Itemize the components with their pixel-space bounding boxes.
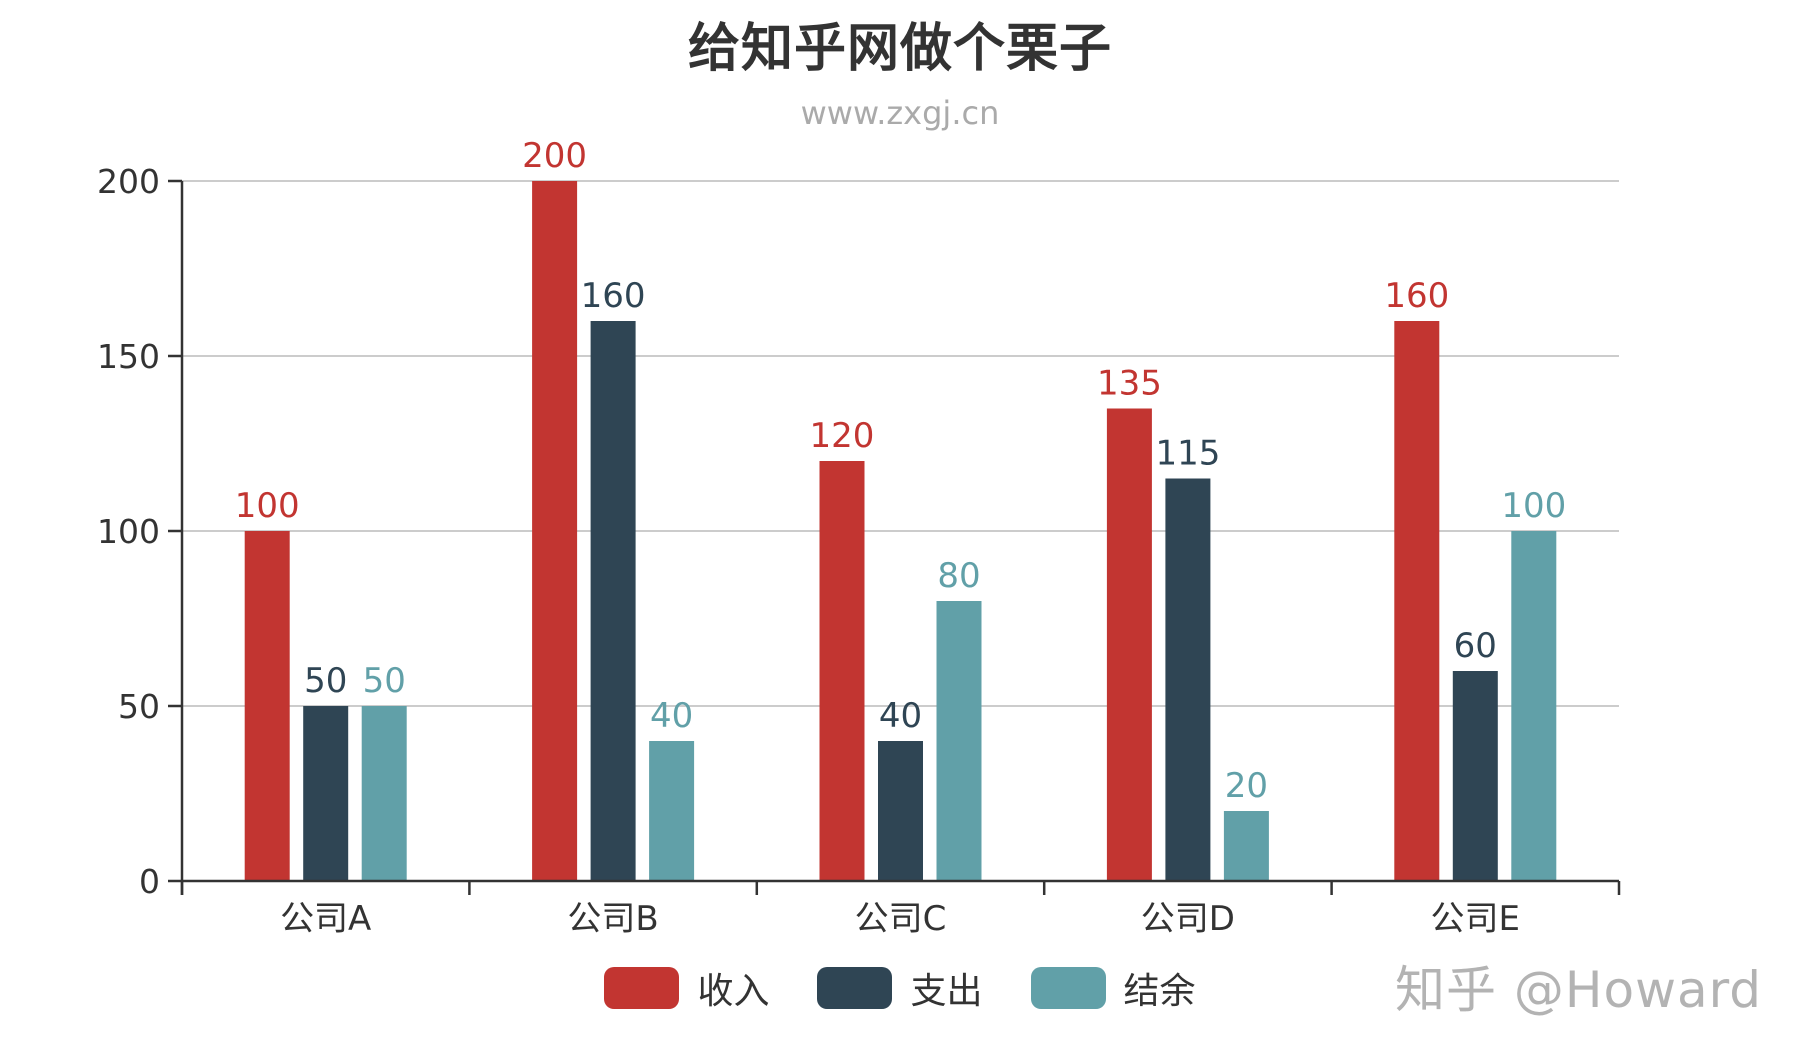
x-tick-label: 公司E (1431, 899, 1520, 939)
data-label: 100 (235, 486, 300, 526)
y-tick-label: 50 (118, 687, 160, 726)
bar-收入[interactable] (1106, 408, 1152, 882)
x-tick-label: 公司D (1141, 899, 1235, 939)
bar-chart: 0 50 100 150 200 公司A 公司B 公司C 公司D 公司E 100 200 120 135… (97, 136, 1621, 939)
y-tick-label: 150 (97, 337, 160, 376)
data-label: 200 (522, 136, 587, 176)
legend-label: 支出 (910, 971, 983, 1012)
bar-支出[interactable] (303, 706, 349, 881)
bar-支出[interactable] (1165, 478, 1211, 882)
legend-item-1[interactable]: 支出 (817, 962, 983, 1014)
legend: 收入 支出 结余 (0, 962, 1800, 1014)
data-label: 20 (1225, 766, 1268, 806)
bars (244, 181, 1557, 882)
x-tick-label: 公司A (280, 899, 371, 939)
bar-收入[interactable] (819, 461, 865, 881)
legend-swatch-icon (817, 967, 893, 1009)
legend-label: 结余 (1123, 971, 1196, 1012)
data-label: 135 (1097, 364, 1162, 404)
bar-支出[interactable] (1452, 671, 1498, 881)
legend-swatch-icon (1030, 967, 1106, 1009)
bar-收入[interactable] (244, 531, 290, 881)
legend-swatch-icon (604, 967, 680, 1009)
bar-收入[interactable] (1394, 321, 1440, 881)
data-label: 80 (937, 556, 980, 596)
y-tick-label: 100 (97, 512, 160, 551)
data-label: 115 (1155, 434, 1220, 474)
data-label: 40 (879, 696, 922, 736)
bar-收入[interactable] (532, 181, 578, 881)
y-tick-label: 0 (139, 862, 160, 901)
x-tick-label: 公司C (855, 899, 947, 939)
chart-title: 给知乎网做个栗子 (687, 19, 1112, 79)
axes: 0 50 100 150 200 公司A 公司B 公司C 公司D 公司E (97, 162, 1621, 939)
data-labels: 100 200 120 135 160 50 160 40 115 60 50 40 80 20 100 (235, 136, 1567, 806)
data-label: 40 (650, 696, 693, 736)
data-label: 100 (1501, 486, 1566, 526)
bar-结余[interactable] (1511, 531, 1557, 881)
data-label: 120 (810, 416, 875, 456)
bar-结余[interactable] (936, 601, 982, 881)
data-label: 50 (363, 661, 406, 701)
data-label: 160 (581, 276, 646, 316)
data-label: 160 (1384, 276, 1449, 316)
data-label: 60 (1454, 626, 1497, 666)
watermark: 知乎 @Howard (1395, 961, 1763, 1019)
legend-item-0[interactable]: 收入 (604, 962, 769, 1014)
bar-支出[interactable] (878, 741, 923, 881)
grid-lines (182, 180, 1619, 707)
data-label: 50 (304, 661, 347, 701)
bar-结余[interactable] (649, 741, 695, 881)
bar-结余[interactable] (361, 706, 407, 881)
chart-subtitle[interactable]: www.zxgj.cn (800, 94, 1000, 132)
bar-支出[interactable] (590, 321, 636, 881)
legend-label: 收入 (697, 971, 770, 1012)
legend-item-2[interactable]: 结余 (1030, 962, 1196, 1014)
x-tick-label: 公司B (567, 899, 658, 939)
bar-结余[interactable] (1223, 811, 1269, 881)
y-tick-label: 200 (97, 162, 160, 201)
